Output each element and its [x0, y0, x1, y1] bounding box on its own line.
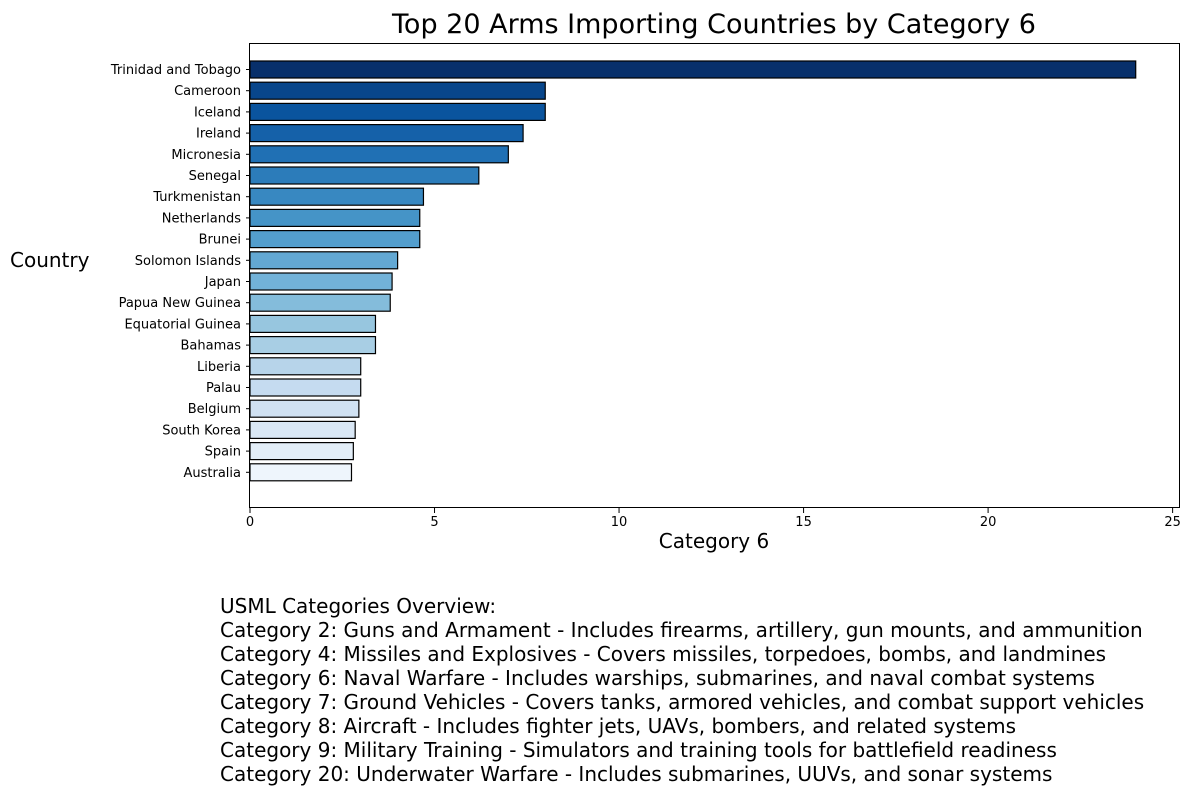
bar: [249, 357, 362, 376]
notes-line: Category 7: Ground Vehicles - Covers tan…: [220, 690, 1145, 714]
y-tick-label: Australia: [183, 466, 241, 481]
bar: [249, 399, 360, 418]
x-axis-label: Category 6: [659, 529, 769, 553]
y-tick-label: Papua New Guinea: [119, 296, 241, 311]
y-tick-label: Turkmenistan: [152, 190, 241, 205]
bar: [249, 230, 421, 249]
chart-title: Top 20 Arms Importing Countries by Categ…: [391, 9, 1036, 40]
y-tick-label: Cameroon: [174, 84, 241, 99]
x-tick-label: 0: [246, 515, 254, 530]
x-tick-label: 5: [430, 515, 438, 530]
bars-layer: [249, 60, 1137, 482]
y-tick-label: Palau: [206, 381, 241, 396]
bar-chart: Top 20 Arms Importing Countries by Categ…: [10, 9, 1181, 553]
bar: [249, 60, 1137, 79]
notes-line: Category 2: Guns and Armament - Includes…: [220, 618, 1143, 642]
y-tick-label: Brunei: [199, 233, 241, 248]
bar: [249, 336, 377, 355]
y-tick-label: Spain: [205, 445, 241, 460]
y-tick-label: Ireland: [196, 127, 241, 142]
bar: [249, 442, 354, 461]
y-tick-label: Japan: [204, 275, 241, 290]
notes-line: Category 20: Underwater Warfare - Includ…: [220, 762, 1053, 786]
usml-categories-overview: USML Categories Overview: Category 2: Gu…: [220, 594, 1144, 786]
plot-frame: [249, 43, 1180, 508]
y-tick-label: Liberia: [197, 360, 241, 375]
bar: [249, 187, 425, 206]
bar: [249, 463, 353, 482]
bar: [249, 293, 391, 312]
x-axis-ticks: 0 5 10 15 20 25: [246, 508, 1181, 530]
notes-line: Category 8: Aircraft - Includes fighter …: [220, 714, 1017, 738]
bar: [249, 208, 421, 227]
bar: [249, 123, 524, 143]
y-tick-label: South Korea: [162, 423, 241, 438]
bar: [249, 314, 377, 333]
bar: [249, 378, 362, 397]
y-tick-label: Bahamas: [181, 339, 242, 354]
bar: [249, 272, 393, 291]
bar: [249, 420, 356, 439]
bar: [249, 145, 509, 164]
y-tick-label: Iceland: [194, 105, 241, 120]
y-tick-label: Solomon Islands: [135, 254, 241, 269]
x-tick-label: 15: [795, 515, 812, 530]
x-tick-label: 25: [1164, 515, 1181, 530]
y-tick-label: Belgium: [188, 402, 241, 417]
x-tick-label: 10: [611, 515, 628, 530]
y-tick-label: Equatorial Guinea: [124, 317, 241, 332]
notes-line: Category 4: Missiles and Explosives - Co…: [220, 642, 1107, 666]
y-tick-label: Senegal: [189, 169, 241, 184]
notes-line: Category 6: Naval Warfare - Includes war…: [220, 666, 1095, 690]
y-tick-label: Netherlands: [162, 211, 241, 226]
x-tick-label: 20: [980, 515, 997, 530]
y-tick-label: Trinidad and Tobago: [110, 63, 241, 78]
bar: [249, 102, 546, 122]
y-tick-label: Micronesia: [171, 148, 241, 163]
y-axis-ticks: Trinidad and Tobago Cameroon Iceland Irelan…: [110, 63, 250, 481]
notes-heading: USML Categories Overview:: [220, 594, 497, 618]
bar: [249, 251, 399, 270]
notes-line: Category 9: Military Training - Simulato…: [220, 738, 1057, 762]
bar: [249, 166, 480, 185]
y-axis-label: Country: [10, 248, 90, 272]
bar: [249, 81, 546, 100]
